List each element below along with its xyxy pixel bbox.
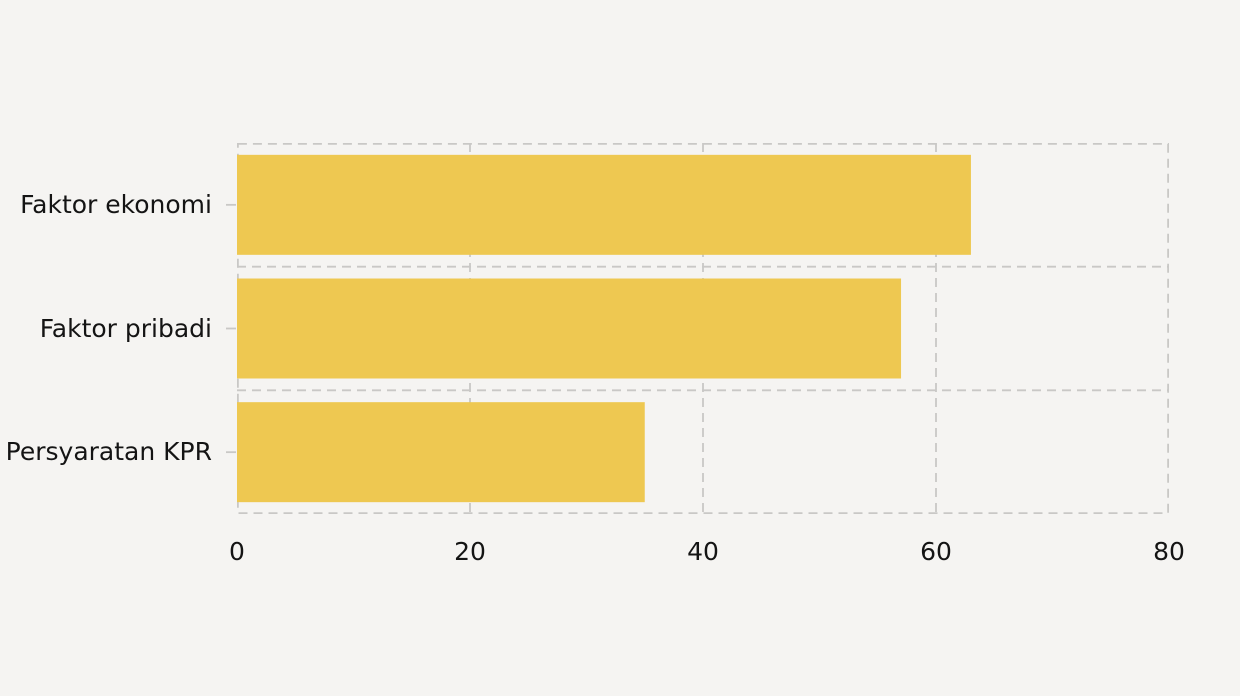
plot-area (226, 142, 1170, 515)
bar-faktor-ekonomi (237, 154, 971, 255)
category-label: Faktor pribadi (39, 313, 212, 343)
bar-faktor-pribadi (237, 278, 902, 379)
plot-border (236, 142, 1170, 515)
category-label: Faktor ekonomi (20, 189, 212, 219)
x-tick-label: 0 (229, 537, 245, 566)
x-tick-label: 60 (920, 537, 952, 566)
category-label: Persyaratan KPR (5, 437, 212, 467)
x-tick-label: 80 (1153, 537, 1185, 566)
x-tick-label: 20 (454, 537, 486, 566)
bar-persyaratan-kpr (237, 402, 645, 503)
x-tick-label: 40 (687, 537, 719, 566)
